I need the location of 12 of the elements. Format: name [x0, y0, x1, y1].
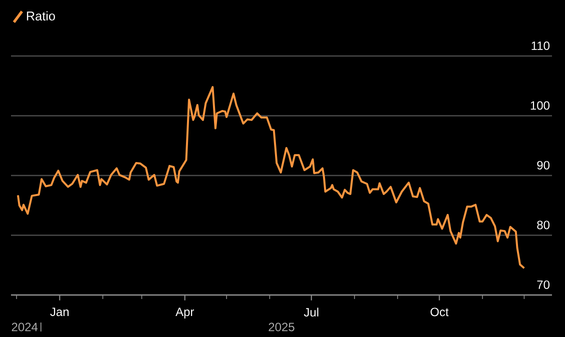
- legend-label: Ratio: [26, 11, 55, 21]
- y-tick-label: 90: [537, 160, 550, 170]
- x-tick-label: Jul: [304, 308, 318, 317]
- y-tick-label: 100: [530, 101, 550, 110]
- y-tick-label: 110: [532, 41, 550, 50]
- x-tick-label: Apr: [176, 308, 194, 318]
- x-tick-label: Oct: [430, 308, 449, 316]
- y-tick-label: 70: [537, 280, 550, 289]
- x-tick-label: Jan: [50, 308, 69, 316]
- y-tick-label: 80: [537, 220, 550, 230]
- text: 2025: [268, 322, 294, 332]
- text: 2024: [12, 322, 38, 332]
